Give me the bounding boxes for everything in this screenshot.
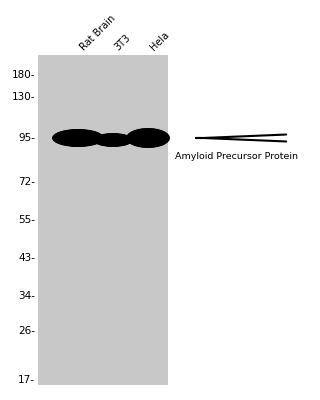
Ellipse shape [98, 135, 128, 145]
Text: Rat Brain: Rat Brain [78, 13, 117, 52]
Text: Amyloid Precursor Protein: Amyloid Precursor Protein [175, 152, 298, 161]
Ellipse shape [53, 130, 102, 146]
Ellipse shape [60, 132, 96, 144]
Ellipse shape [95, 134, 131, 146]
Ellipse shape [130, 130, 166, 146]
Ellipse shape [53, 130, 103, 146]
Ellipse shape [100, 136, 126, 144]
Ellipse shape [126, 128, 170, 148]
Ellipse shape [93, 133, 133, 147]
Ellipse shape [132, 132, 164, 144]
Ellipse shape [97, 135, 129, 145]
Text: 43-: 43- [18, 253, 35, 263]
Ellipse shape [134, 132, 162, 144]
Ellipse shape [99, 136, 127, 144]
Ellipse shape [62, 133, 94, 143]
Ellipse shape [60, 132, 96, 144]
Ellipse shape [129, 130, 167, 146]
Ellipse shape [96, 134, 130, 146]
Ellipse shape [59, 132, 97, 144]
Ellipse shape [131, 131, 165, 145]
Ellipse shape [130, 130, 166, 146]
Ellipse shape [126, 128, 170, 148]
Ellipse shape [95, 134, 132, 146]
Text: 26-: 26- [18, 326, 35, 336]
Ellipse shape [99, 135, 127, 145]
Text: Hela: Hela [148, 29, 171, 52]
Text: 180-: 180- [12, 70, 35, 80]
Ellipse shape [127, 129, 169, 147]
Ellipse shape [127, 128, 169, 148]
Ellipse shape [61, 133, 95, 143]
Ellipse shape [52, 129, 104, 147]
Ellipse shape [55, 130, 101, 146]
Ellipse shape [102, 137, 124, 143]
Ellipse shape [94, 134, 132, 146]
Ellipse shape [100, 136, 126, 144]
Ellipse shape [95, 134, 131, 146]
Ellipse shape [96, 134, 130, 146]
Ellipse shape [131, 131, 165, 145]
Ellipse shape [128, 129, 168, 147]
Ellipse shape [100, 136, 125, 144]
Ellipse shape [100, 136, 127, 144]
Ellipse shape [52, 129, 103, 147]
Text: 72-: 72- [18, 177, 35, 187]
Ellipse shape [94, 133, 132, 147]
Ellipse shape [136, 133, 160, 143]
Ellipse shape [132, 131, 164, 145]
Ellipse shape [97, 134, 129, 146]
Text: 95-: 95- [18, 133, 35, 143]
Ellipse shape [101, 136, 124, 144]
Ellipse shape [131, 130, 166, 146]
Ellipse shape [63, 134, 93, 142]
Ellipse shape [101, 136, 125, 144]
Ellipse shape [61, 133, 95, 143]
Ellipse shape [135, 133, 161, 143]
Text: 3T3: 3T3 [113, 32, 133, 52]
Ellipse shape [58, 131, 98, 145]
Text: 55-: 55- [18, 215, 35, 225]
Ellipse shape [97, 135, 129, 145]
Ellipse shape [128, 129, 168, 147]
Ellipse shape [133, 132, 163, 144]
Ellipse shape [135, 133, 161, 143]
Ellipse shape [57, 131, 99, 145]
Ellipse shape [56, 130, 100, 146]
Text: 17-: 17- [18, 375, 35, 385]
Bar [38, 55, 168, 385]
Ellipse shape [133, 132, 163, 144]
Ellipse shape [54, 130, 102, 146]
Ellipse shape [62, 133, 93, 143]
Text: 130-: 130- [12, 92, 35, 102]
Ellipse shape [93, 133, 132, 147]
Ellipse shape [134, 132, 162, 144]
Ellipse shape [55, 130, 101, 146]
Ellipse shape [57, 131, 99, 145]
Text: 34-: 34- [18, 291, 35, 301]
Ellipse shape [132, 131, 164, 145]
Ellipse shape [58, 132, 98, 144]
Ellipse shape [98, 135, 128, 145]
Ellipse shape [129, 130, 167, 146]
Ellipse shape [56, 131, 100, 145]
Ellipse shape [63, 134, 92, 142]
Ellipse shape [59, 132, 97, 144]
